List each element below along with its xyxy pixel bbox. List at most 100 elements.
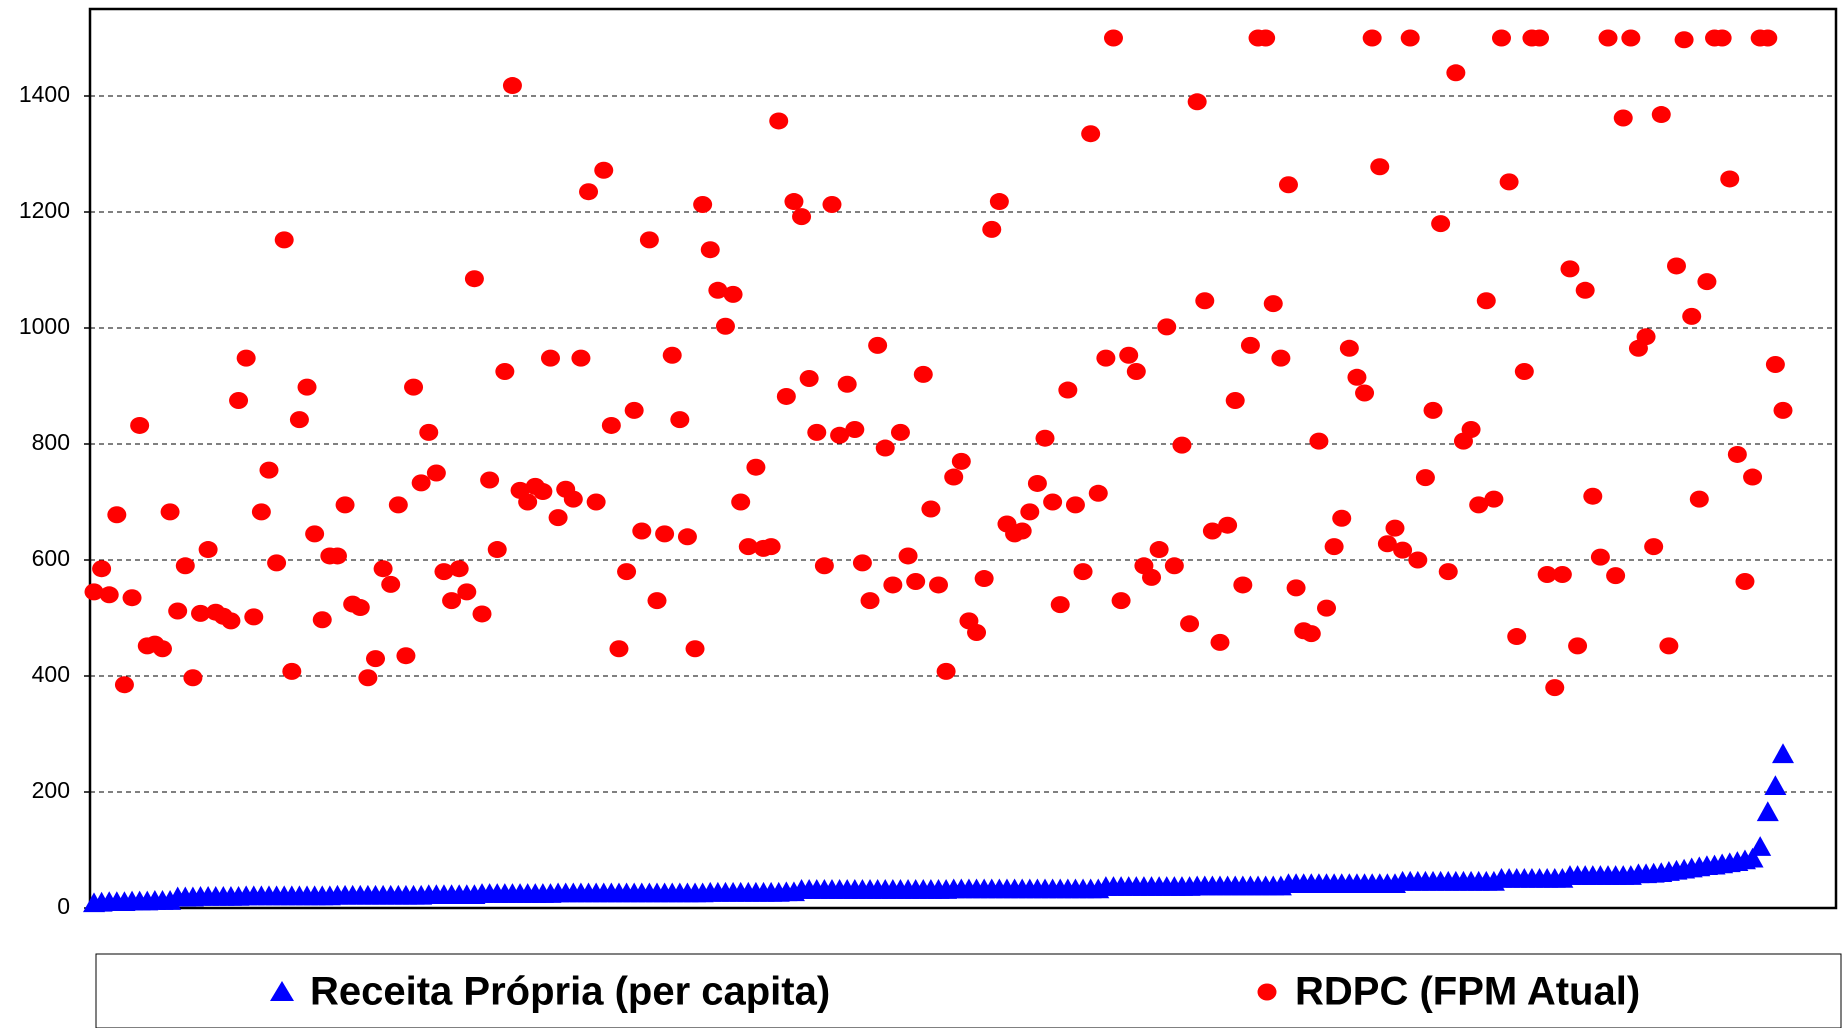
point (967, 624, 987, 641)
point (1103, 29, 1123, 47)
point (1385, 519, 1405, 537)
point (198, 541, 218, 559)
point (1613, 109, 1633, 127)
point (244, 608, 264, 626)
point (1111, 592, 1131, 610)
point (1126, 363, 1146, 380)
point (822, 195, 842, 213)
y-tick-label: 200 (32, 777, 70, 803)
point (1765, 356, 1785, 374)
point (1659, 637, 1679, 655)
point (487, 541, 507, 559)
point (1545, 679, 1565, 697)
point (1027, 474, 1047, 492)
point (1552, 566, 1572, 583)
point (1073, 563, 1093, 581)
point (1050, 596, 1070, 614)
point (738, 538, 758, 556)
point (1507, 628, 1527, 646)
point (670, 411, 690, 429)
point (571, 349, 591, 367)
point (1499, 173, 1519, 191)
point (502, 77, 522, 95)
point (1476, 292, 1496, 310)
point (860, 592, 880, 610)
point (327, 547, 347, 565)
point (1621, 29, 1641, 47)
point (1651, 106, 1671, 124)
point (1400, 29, 1420, 47)
legend-label: Receita Própria (per capita) (310, 970, 830, 1014)
point (1575, 281, 1595, 299)
point (442, 592, 462, 610)
point (1339, 339, 1359, 357)
point (350, 599, 370, 617)
point (1088, 484, 1108, 502)
point (1225, 392, 1245, 409)
y-tick-label: 0 (57, 893, 70, 919)
point (1119, 346, 1139, 364)
point (1469, 496, 1489, 514)
point (1408, 551, 1428, 569)
point (776, 387, 796, 405)
point (366, 650, 385, 668)
point (1598, 29, 1618, 47)
point (951, 452, 971, 470)
point (183, 669, 203, 687)
point (1636, 328, 1656, 346)
point (1301, 625, 1321, 643)
point (845, 421, 865, 438)
point (1332, 509, 1352, 527)
point (449, 560, 469, 578)
point (594, 161, 614, 179)
point (518, 493, 538, 511)
point (122, 589, 142, 607)
point (1271, 349, 1291, 367)
point (944, 468, 964, 486)
point (601, 416, 621, 434)
point (989, 193, 1009, 211)
point (1606, 567, 1626, 585)
y-tick-label: 1400 (19, 81, 70, 107)
point (1773, 401, 1793, 419)
point (1756, 801, 1779, 822)
point (921, 500, 941, 518)
point (1058, 381, 1078, 399)
point (152, 640, 172, 658)
point (1492, 29, 1511, 47)
point (411, 474, 431, 492)
point (297, 378, 317, 396)
point (1712, 29, 1732, 47)
point (107, 506, 127, 524)
point (1362, 29, 1382, 47)
point (457, 583, 477, 601)
point (381, 575, 401, 593)
point (906, 572, 926, 590)
legend-label: RDPC (FPM Atual) (1295, 970, 1640, 1014)
point (1772, 743, 1794, 764)
point (1743, 468, 1763, 486)
point (1202, 522, 1222, 540)
point (305, 525, 325, 543)
point (426, 464, 446, 482)
point (419, 423, 439, 441)
point (1187, 93, 1207, 111)
point (1020, 503, 1040, 521)
point (1423, 401, 1443, 419)
point (1484, 490, 1504, 508)
point (563, 490, 583, 508)
point (1590, 548, 1610, 566)
point (1309, 432, 1329, 450)
point (540, 349, 560, 367)
point (1415, 469, 1435, 487)
point (1393, 541, 1413, 559)
point (1065, 496, 1085, 514)
point (274, 231, 294, 249)
point (84, 583, 104, 601)
point (1240, 336, 1260, 354)
point (267, 554, 287, 572)
point (761, 538, 781, 556)
point (632, 522, 652, 540)
point (1689, 490, 1709, 508)
point (929, 576, 948, 594)
